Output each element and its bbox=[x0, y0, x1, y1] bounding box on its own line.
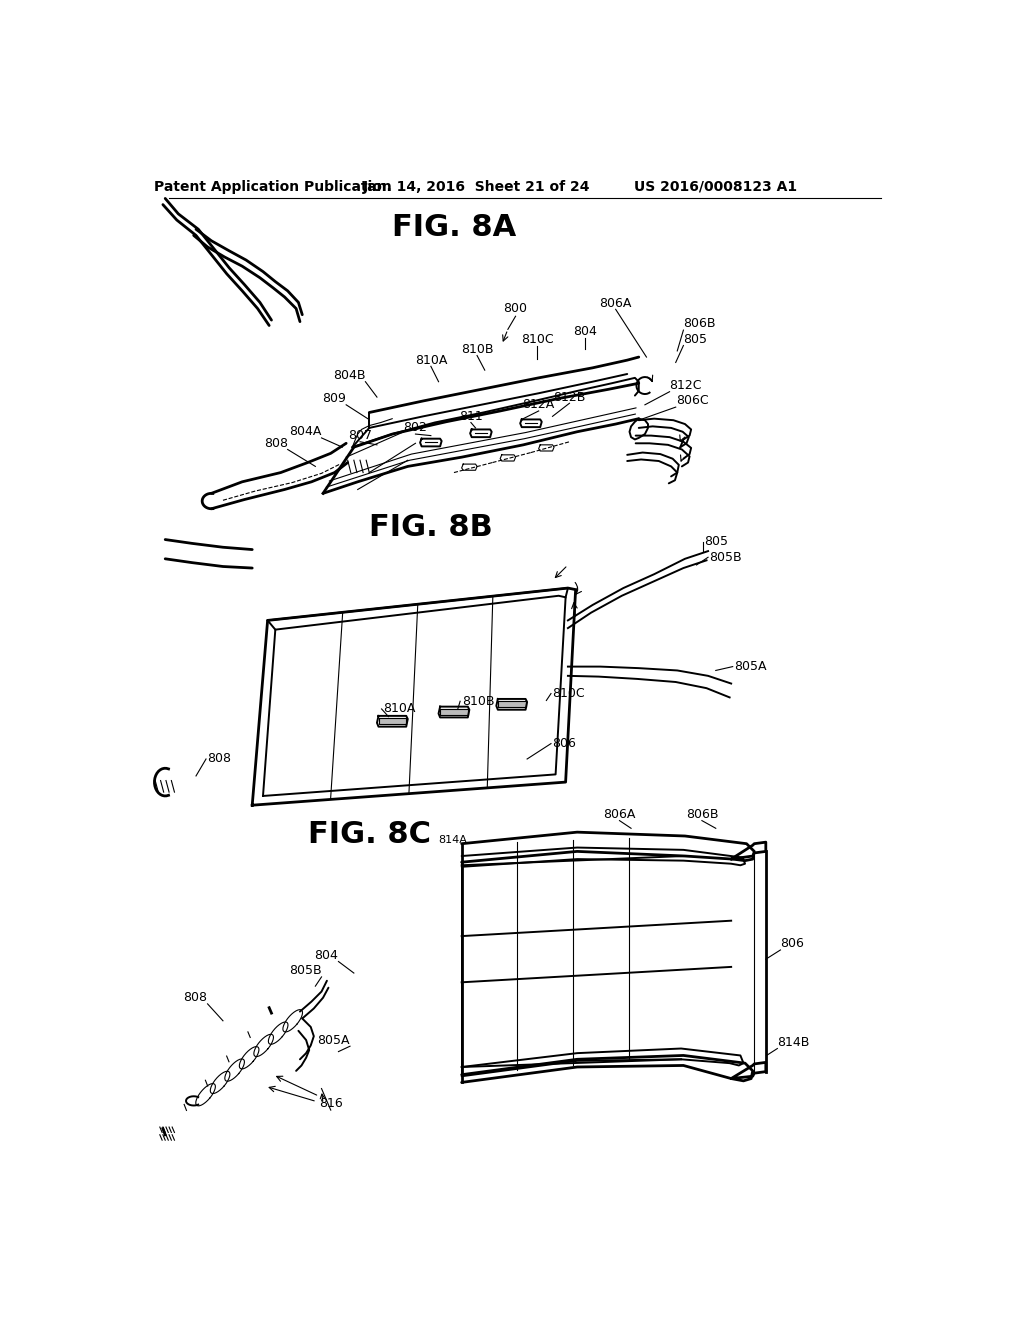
Text: 804: 804 bbox=[314, 949, 339, 962]
Text: FIG. 8C: FIG. 8C bbox=[308, 820, 431, 849]
Text: 812C: 812C bbox=[670, 379, 702, 392]
Text: 805A: 805A bbox=[734, 660, 767, 673]
Text: 806: 806 bbox=[780, 937, 804, 950]
Text: 814B: 814B bbox=[777, 1036, 810, 1049]
Text: 806B: 806B bbox=[683, 317, 716, 330]
Text: 805B: 805B bbox=[710, 550, 742, 564]
Text: 810B: 810B bbox=[461, 343, 494, 356]
Text: 808: 808 bbox=[263, 437, 288, 450]
Text: 804: 804 bbox=[572, 325, 597, 338]
Text: Jan. 14, 2016  Sheet 21 of 24: Jan. 14, 2016 Sheet 21 of 24 bbox=[364, 180, 591, 194]
Text: US 2016/0008123 A1: US 2016/0008123 A1 bbox=[634, 180, 798, 194]
Text: 806C: 806C bbox=[676, 395, 709, 408]
Text: 807: 807 bbox=[348, 429, 372, 442]
Text: 806B: 806B bbox=[686, 808, 718, 821]
Polygon shape bbox=[498, 701, 525, 708]
Text: 802: 802 bbox=[403, 421, 427, 434]
Text: 808: 808 bbox=[208, 752, 231, 766]
Text: 804A: 804A bbox=[289, 425, 322, 438]
Text: 800: 800 bbox=[504, 302, 527, 315]
Text: 805: 805 bbox=[683, 333, 708, 346]
Text: FIG. 8A: FIG. 8A bbox=[392, 214, 516, 242]
Text: 806A: 806A bbox=[603, 808, 636, 821]
Text: 810B: 810B bbox=[462, 694, 495, 708]
Text: 808: 808 bbox=[183, 991, 208, 1005]
Text: 806A: 806A bbox=[599, 297, 632, 310]
Polygon shape bbox=[379, 718, 407, 725]
Text: 806: 806 bbox=[553, 737, 577, 750]
Text: 812A: 812A bbox=[522, 399, 555, 412]
Text: 810A: 810A bbox=[415, 354, 447, 367]
Text: 812B: 812B bbox=[553, 391, 586, 404]
Text: 814A: 814A bbox=[438, 834, 467, 845]
Text: 805B: 805B bbox=[289, 964, 322, 977]
Text: 811: 811 bbox=[459, 409, 482, 422]
Text: 805A: 805A bbox=[317, 1034, 350, 1047]
Text: 810C: 810C bbox=[553, 686, 585, 700]
Polygon shape bbox=[440, 709, 468, 715]
Text: 804B: 804B bbox=[333, 370, 366, 381]
Text: Patent Application Publication: Patent Application Publication bbox=[155, 180, 392, 194]
Text: FIG. 8B: FIG. 8B bbox=[369, 513, 493, 543]
Text: 816: 816 bbox=[318, 1097, 343, 1110]
Text: 810A: 810A bbox=[383, 702, 416, 715]
Text: 809: 809 bbox=[323, 392, 346, 405]
Text: 810C: 810C bbox=[521, 333, 553, 346]
Text: 805: 805 bbox=[705, 536, 728, 548]
